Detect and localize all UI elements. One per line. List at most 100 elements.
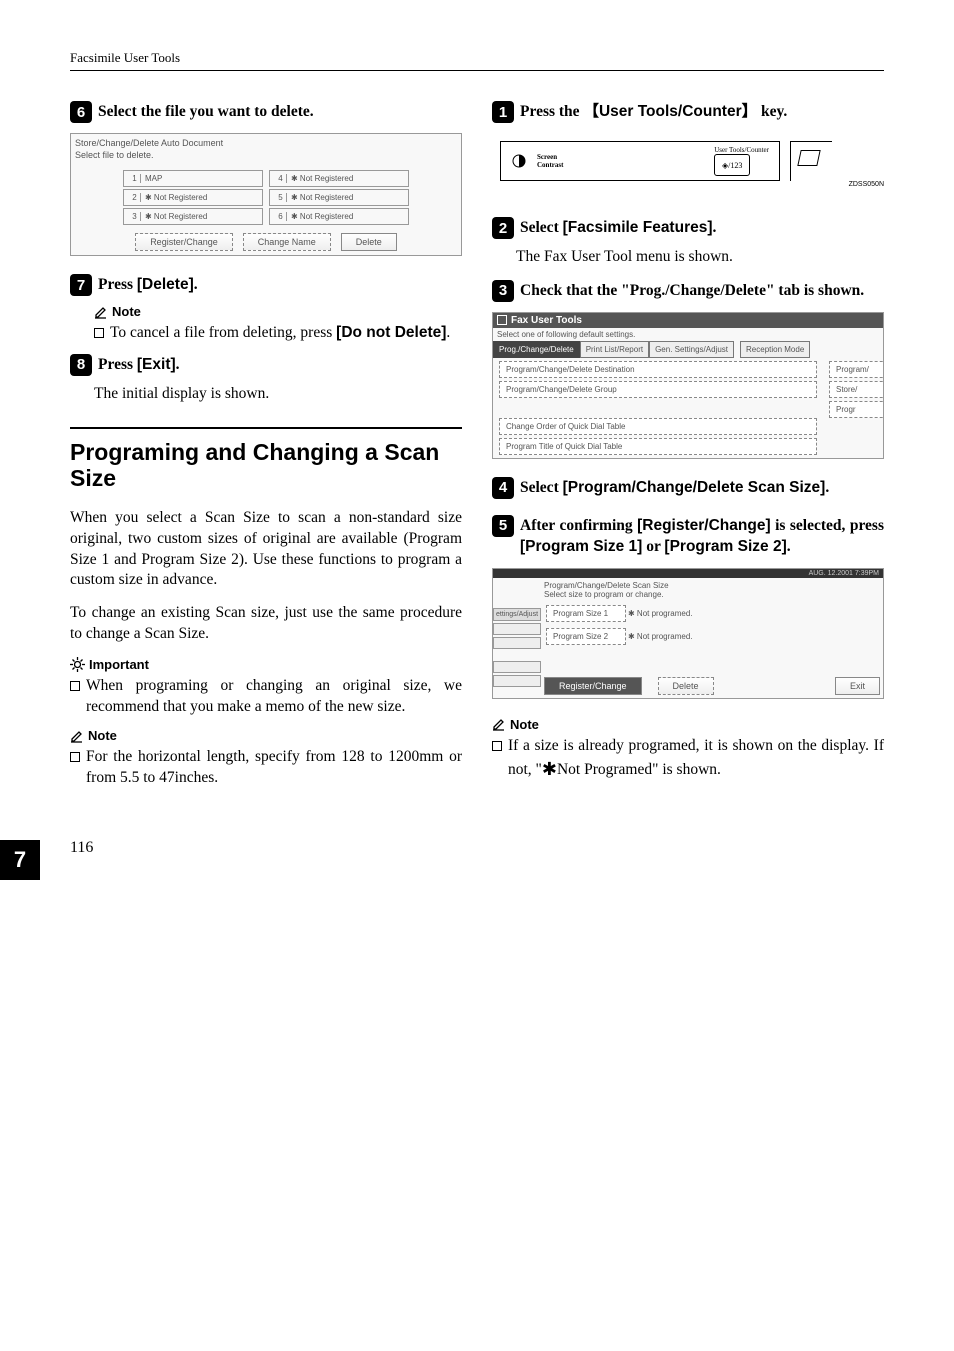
user-tools-key[interactable]: ◈/123 [714, 154, 750, 176]
ss3-side-tab[interactable]: ettings/Adjust [493, 608, 541, 621]
ss2-item[interactable]: Program Title of Quick Dial Table [499, 438, 817, 455]
bullet-icon [492, 741, 502, 751]
step-4-text: Select [Program/Change/Delete Scan Size]… [520, 477, 829, 499]
gear-icon [70, 657, 85, 672]
ss1-btn-delete[interactable]: Delete [341, 233, 397, 251]
ss3-subtitle: Select size to program or change. [544, 590, 880, 599]
step-8-text: Press [Exit]. [98, 354, 180, 376]
step-number-icon: 5 [492, 515, 514, 537]
ss3-btn-register[interactable]: Register/Change [544, 677, 642, 695]
step-4: 4 Select [Program/Change/Delete Scan Siz… [492, 477, 884, 499]
para-2: To change an existing Scan size, just us… [70, 603, 462, 645]
ss1-btn-register[interactable]: Register/Change [135, 233, 233, 251]
note-heading: Note [70, 728, 462, 743]
ss3-side-item[interactable] [493, 675, 541, 687]
step-8-body: The initial display is shown. [94, 384, 462, 405]
screenshot-fax-user-tools: Fax User Tools Select one of following d… [492, 312, 884, 459]
hw-panel: Screen Contrast User Tools/Counter ◈/123 [500, 141, 780, 181]
fax-icon [497, 315, 507, 325]
step-number-icon: 2 [492, 217, 514, 239]
two-column-layout: 6 Select the file you want to delete. St… [70, 101, 884, 799]
ss1-btn-changename[interactable]: Change Name [243, 233, 331, 251]
section-rule [70, 427, 462, 429]
ss2-header: Fax User Tools [493, 313, 883, 328]
step-2-body: The Fax User Tool menu is shown. [516, 247, 884, 268]
ss2-item-partial[interactable]: Progr [829, 401, 883, 418]
step-5: 5 After confirming [Register/Change] is … [492, 515, 884, 558]
ss1-cell[interactable]: 1MAP [123, 170, 263, 187]
note-heading: Note [94, 304, 462, 319]
section-title: Programing and Changing a Scan Size [70, 439, 462, 492]
ss3-status: ✱ Not programed. [628, 609, 693, 618]
step-8: 8 Press [Exit]. [70, 354, 462, 376]
step-2: 2 Select [Facsimile Features]. [492, 217, 884, 239]
note-heading: Note [492, 717, 884, 732]
ss2-tab[interactable]: Print List/Report [580, 341, 649, 358]
step-number-icon: 4 [492, 477, 514, 499]
step-number-icon: 1 [492, 101, 514, 123]
ss3-side-item[interactable] [493, 637, 541, 649]
step-3: 3 Check that the "Prog./Change/Delete" t… [492, 280, 884, 302]
step-number-icon: 7 [70, 274, 92, 296]
ss1-cell[interactable]: 2✱ Not Registered [123, 189, 263, 206]
ss2-tab[interactable]: Prog./Change/Delete [493, 341, 580, 358]
ss2-item[interactable]: Program/Change/Delete Group [499, 381, 817, 398]
ss3-side-item[interactable] [493, 661, 541, 673]
pencil-icon [94, 305, 108, 319]
hw-key-label: User Tools/Counter [714, 146, 769, 154]
page-number: 116 [70, 839, 884, 857]
screenshot-auto-document: Store/Change/Delete Auto Document Select… [70, 133, 462, 256]
side-tab: 7 [0, 840, 40, 880]
ss2-subtitle: Select one of following default settings… [493, 328, 883, 341]
step-7-text: Press [Delete]. [98, 274, 198, 296]
ss1-cell[interactable]: 3✱ Not Registered [123, 208, 263, 225]
ss2-tab[interactable]: Reception Mode [740, 341, 810, 358]
step-number-icon: 8 [70, 354, 92, 376]
note-body: To cancel a file from deleting, press [D… [94, 323, 462, 344]
star-icon: ✱ [542, 759, 557, 779]
ss3-btn-delete[interactable]: Delete [658, 677, 714, 695]
ss2-item-partial[interactable]: Program/ [829, 361, 883, 378]
ss3-timebar: AUG. 12.2001 7:39PM [493, 569, 883, 578]
ss3-program-size-2[interactable]: Program Size 2 [546, 628, 626, 645]
hardware-key-diagram: Screen Contrast User Tools/Counter ◈/123… [492, 133, 884, 189]
step-2-text: Select [Facsimile Features]. [520, 217, 716, 239]
step-5-text: After confirming [Register/Change] is se… [520, 515, 884, 558]
hw-corner [790, 141, 832, 181]
ss1-cell[interactable]: 5✱ Not Registered [269, 189, 409, 206]
step-1-text: Press the 【User Tools/Counter】 key. [520, 101, 787, 123]
right-column: 1 Press the 【User Tools/Counter】 key. Sc… [492, 101, 884, 799]
header-rule [70, 70, 884, 71]
step-1: 1 Press the 【User Tools/Counter】 key. [492, 101, 884, 123]
note-body: If a size is already programed, it is sh… [492, 736, 884, 781]
para-1: When you select a Scan Size to scan a no… [70, 508, 462, 592]
ss2-tab[interactable]: Gen. Settings/Adjust [649, 341, 734, 358]
ss1-cell[interactable]: 4✱ Not Registered [269, 170, 409, 187]
step-7: 7 Press [Delete]. [70, 274, 462, 296]
ss3-btn-exit[interactable]: Exit [835, 677, 880, 695]
ss2-item[interactable]: Change Order of Quick Dial Table [499, 418, 817, 435]
bullet-icon [94, 328, 104, 338]
ss2-item-partial[interactable]: Store/ [829, 381, 883, 398]
hw-label-screen: Screen [537, 153, 563, 161]
ss1-title: Store/Change/Delete Auto Document [75, 138, 457, 148]
ss1-cell[interactable]: 6✱ Not Registered [269, 208, 409, 225]
step-6: 6 Select the file you want to delete. [70, 101, 462, 123]
note-body: For the horizontal length, specify from … [70, 747, 462, 789]
ss3-title: Program/Change/Delete Scan Size [544, 581, 880, 590]
hw-label-contrast: Contrast [537, 161, 563, 169]
contrast-icon [511, 153, 527, 169]
bullet-icon [70, 752, 80, 762]
bullet-icon [70, 681, 80, 691]
ss3-status: ✱ Not programed. [628, 632, 693, 641]
important-heading: Important [70, 657, 462, 672]
step-6-text: Select the file you want to delete. [98, 101, 314, 123]
left-column: 6 Select the file you want to delete. St… [70, 101, 462, 799]
ss3-program-size-1[interactable]: Program Size 1 [546, 605, 626, 622]
step-3-text: Check that the "Prog./Change/Delete" tab… [520, 280, 864, 302]
screenshot-program-scan-size: AUG. 12.2001 7:39PM ettings/Adjust Progr… [492, 568, 884, 699]
ss2-item[interactable]: Program/Change/Delete Destination [499, 361, 817, 378]
ss3-side-item[interactable] [493, 623, 541, 635]
step-number-icon: 3 [492, 280, 514, 302]
important-body: When programing or changing an original … [70, 676, 462, 718]
